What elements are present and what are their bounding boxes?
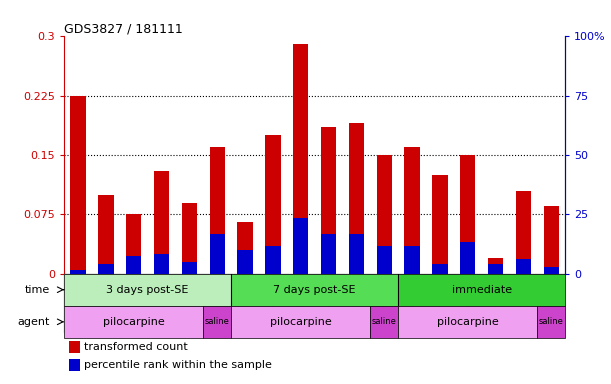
Text: immediate: immediate: [452, 285, 512, 295]
Bar: [64, 274, 231, 306]
Bar: [64, 274, 92, 333]
Text: transformed count: transformed count: [84, 342, 188, 352]
Bar: [92, 274, 120, 333]
Bar: [488, 264, 503, 274]
Text: saline: saline: [539, 317, 564, 326]
Bar: [370, 274, 398, 333]
Text: time: time: [25, 285, 50, 295]
Bar: [231, 274, 398, 306]
Bar: [148, 274, 175, 333]
Bar: [321, 234, 336, 274]
Bar: [70, 96, 86, 274]
Bar: [126, 256, 141, 274]
Bar: [349, 234, 364, 274]
Bar: [537, 274, 565, 333]
Bar: [70, 270, 86, 274]
Bar: [398, 306, 537, 338]
Bar: [510, 274, 537, 333]
Text: saline: saline: [205, 317, 230, 326]
Bar: [238, 222, 253, 274]
Bar: [516, 260, 531, 274]
Bar: [432, 175, 448, 274]
Bar: [293, 45, 309, 274]
Text: pilocarpine: pilocarpine: [437, 317, 499, 327]
Bar: [98, 264, 114, 274]
Bar: [154, 254, 169, 274]
Bar: [376, 155, 392, 274]
Bar: [181, 202, 197, 274]
Text: 3 days post-SE: 3 days post-SE: [106, 285, 189, 295]
Text: agent: agent: [18, 317, 50, 327]
Bar: [426, 274, 454, 333]
Bar: [69, 341, 80, 353]
Bar: [120, 274, 148, 333]
Bar: [203, 306, 231, 338]
Bar: [287, 274, 315, 333]
Bar: [231, 274, 259, 333]
Bar: [460, 155, 475, 274]
Bar: [154, 171, 169, 274]
Bar: [64, 306, 203, 338]
Bar: [516, 190, 531, 274]
Bar: [454, 274, 481, 333]
Bar: [460, 242, 475, 274]
Text: percentile rank within the sample: percentile rank within the sample: [84, 359, 272, 369]
Bar: [210, 147, 225, 274]
Bar: [432, 264, 448, 274]
Text: pilocarpine: pilocarpine: [270, 317, 332, 327]
Text: GDS3827 / 181111: GDS3827 / 181111: [64, 22, 183, 35]
Bar: [98, 195, 114, 274]
Bar: [175, 274, 203, 333]
Bar: [376, 246, 392, 274]
Bar: [321, 127, 336, 274]
Bar: [231, 306, 370, 338]
Bar: [481, 274, 510, 333]
Bar: [203, 274, 231, 333]
Bar: [181, 262, 197, 274]
Bar: [488, 258, 503, 274]
Bar: [404, 246, 420, 274]
Bar: [544, 207, 559, 274]
Bar: [293, 218, 309, 274]
Bar: [398, 274, 565, 306]
Bar: [404, 147, 420, 274]
Bar: [315, 274, 343, 333]
Bar: [259, 274, 287, 333]
Bar: [69, 359, 80, 371]
Text: pilocarpine: pilocarpine: [103, 317, 164, 327]
Text: saline: saline: [372, 317, 397, 326]
Bar: [349, 123, 364, 274]
Bar: [544, 267, 559, 274]
Bar: [537, 306, 565, 338]
Bar: [343, 274, 370, 333]
Text: 7 days post-SE: 7 days post-SE: [273, 285, 356, 295]
Bar: [370, 306, 398, 338]
Bar: [265, 135, 280, 274]
Bar: [126, 214, 141, 274]
Bar: [398, 274, 426, 333]
Bar: [265, 246, 280, 274]
Bar: [210, 234, 225, 274]
Bar: [238, 250, 253, 274]
